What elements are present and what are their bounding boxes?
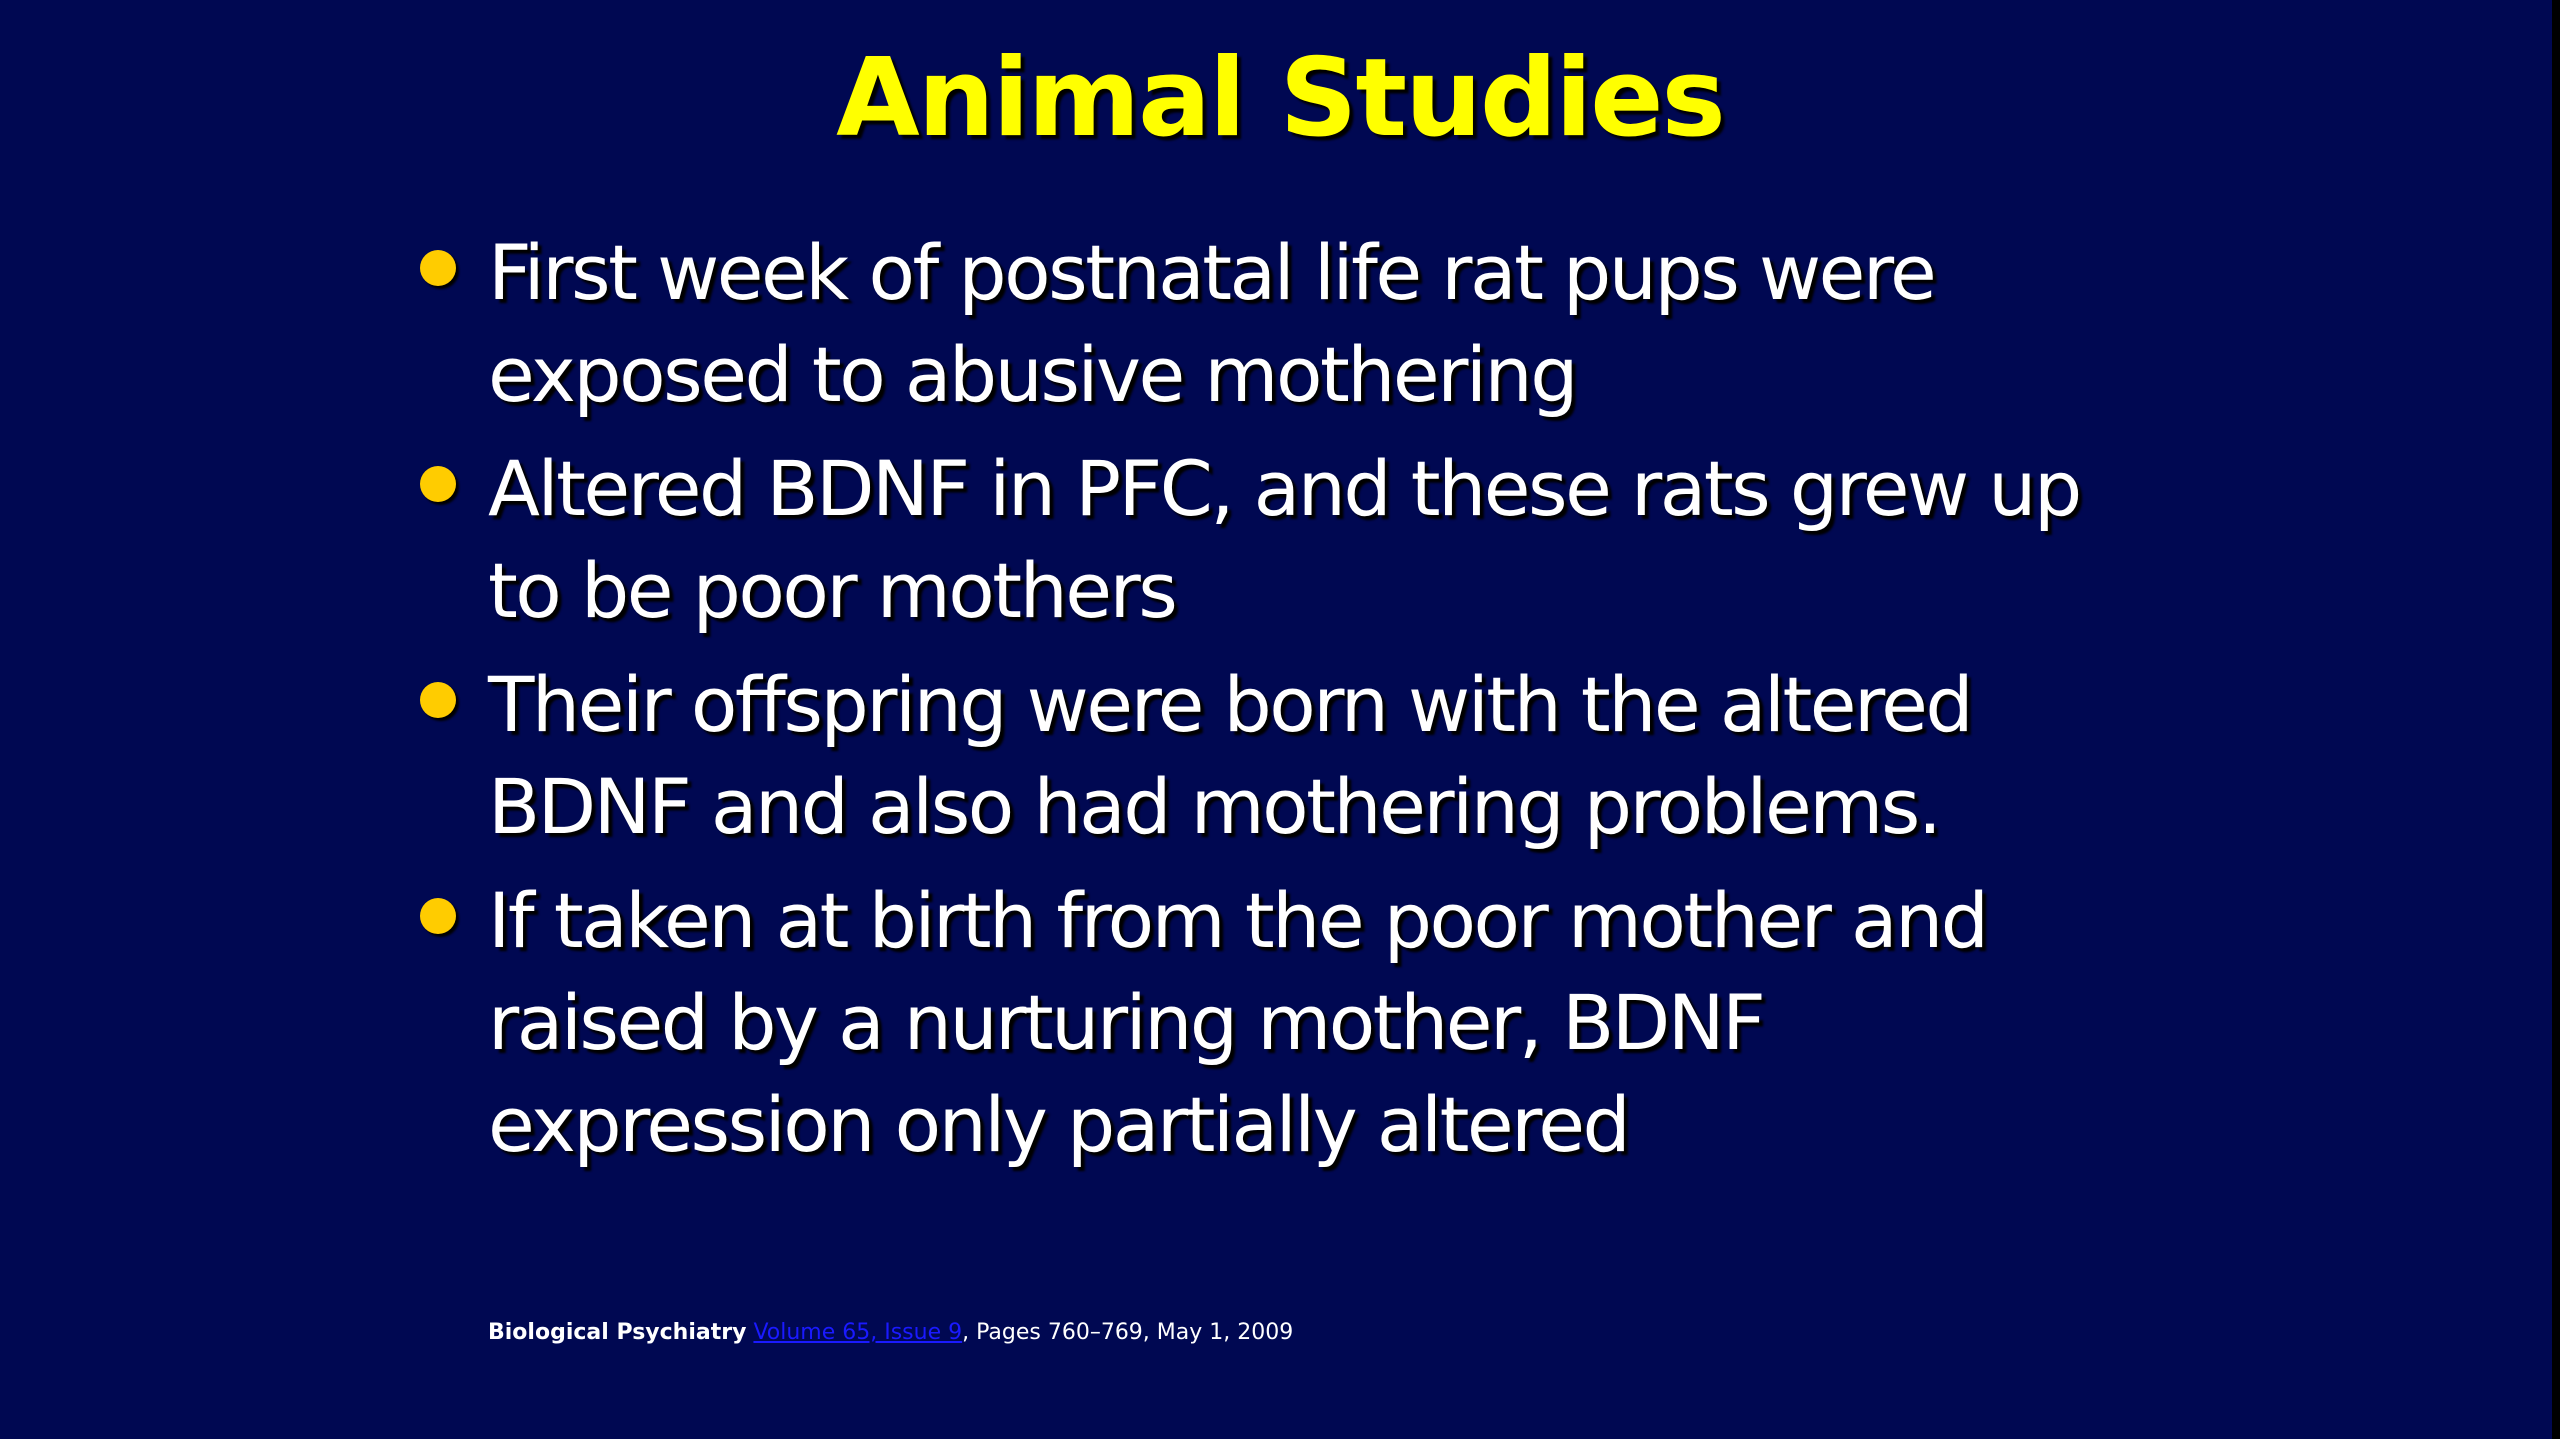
bullet-text: If taken at birth from the poor mother a… [488,876,1989,1169]
bullet-text: First week of postnatal life rat pups we… [488,228,1937,419]
bullet-list: First week of postnatal life rat pups we… [410,222,2130,1188]
citation: Biological Psychiatry Volume 65, Issue 9… [488,1318,1293,1348]
bullet-text: Altered BDNF in PFC, and these rats grew… [488,444,2082,635]
bullet-dot-icon [420,898,456,934]
bullet-dot-icon [420,466,456,502]
citation-volume-link[interactable]: Volume 65, Issue 9 [753,1320,963,1345]
bullet-item: Altered BDNF in PFC, and these rats grew… [410,438,2130,642]
citation-journal: Biological Psychiatry [488,1320,747,1345]
bullet-item: Their offspring were born with the alter… [410,654,2130,858]
bullet-dot-icon [420,682,456,718]
bullet-text: Their offspring were born with the alter… [488,660,1974,851]
slide-title: Animal Studies [836,36,1726,161]
bullet-item: First week of postnatal life rat pups we… [410,222,2130,426]
citation-pages-date: , Pages 760–769, May 1, 2009 [962,1320,1294,1345]
bullet-item: If taken at birth from the poor mother a… [410,870,2130,1176]
window-edge [2552,0,2560,1439]
bullet-dot-icon [420,250,456,286]
